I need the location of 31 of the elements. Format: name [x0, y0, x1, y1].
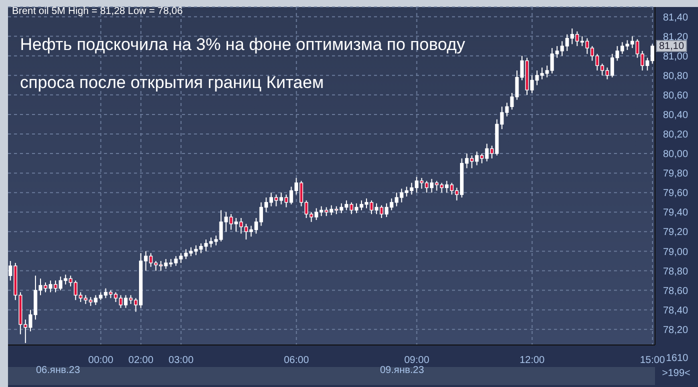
y-tick-label: 80,80 [663, 70, 688, 82]
y-tick-label: 79,80 [663, 168, 688, 180]
y-tick-label: 78,80 [663, 266, 688, 278]
text: 06.янв.23 [36, 365, 80, 376]
y-tick-label: 79,20 [663, 227, 688, 238]
text: 1610 [666, 353, 688, 364]
x-tick-label: 15:00 [640, 355, 666, 366]
x-tick-label: 12:00 [520, 355, 546, 366]
y-tick-label: 80,40 [663, 110, 688, 122]
text: Нефть подскочила на 3% на фоне оптимизма по поводу спроса после открытия границ Китаем [20, 35, 466, 93]
text: >199< [662, 368, 690, 379]
y-tick-label: 81,00 [663, 51, 688, 62]
y-tick-label: 81,40 [663, 12, 688, 24]
x-tick-label: 09:00 [404, 355, 430, 366]
text: 09.янв.23 [380, 365, 424, 376]
x-tick-label: 06:00 [284, 355, 310, 366]
chart-subtitle: Brent oil 5M High = 81,28 Low = 78,06 [12, 6, 183, 17]
y-tick-label: 79,60 [663, 188, 688, 200]
y-tick-label: 81,20 [663, 32, 688, 43]
x-tick-label: 02:00 [128, 355, 154, 366]
y-tick-label: 79,00 [663, 246, 688, 258]
y-tick-label: 80,20 [663, 130, 688, 141]
y-tick-label: 79,40 [663, 208, 688, 219]
y-tick-label: 78,20 [663, 324, 688, 336]
y-tick-label: 80,60 [663, 90, 688, 102]
x-tick-label: 03:00 [168, 355, 194, 366]
x-tick-label: 00:00 [88, 355, 114, 366]
y-tick-label: 80,00 [663, 149, 688, 160]
annotation: 81,10 [656, 40, 688, 52]
y-tick-label: 78,40 [663, 305, 688, 316]
y-tick-label: 78,60 [663, 286, 688, 297]
